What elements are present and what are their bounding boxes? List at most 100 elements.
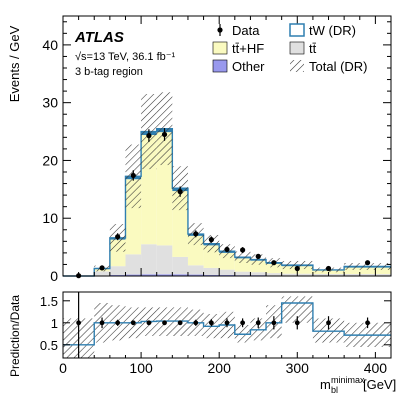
uncertainty-band-10 — [234, 251, 251, 263]
ratio-point-15 — [365, 320, 370, 326]
region-label: 3 b-tag region — [75, 66, 143, 78]
bar-tt-8 — [203, 267, 220, 275]
atlas-label: ATLAS — [74, 29, 124, 46]
bar-tt-5 — [156, 245, 173, 275]
bar-tt-7 — [187, 265, 204, 275]
legend-label-0: Data — [232, 23, 260, 38]
main-frame — [62, 15, 392, 277]
data-point-2 — [115, 234, 121, 240]
y-tick-label-40: 40 — [42, 37, 58, 53]
x-axis-label-sub: bl — [331, 385, 338, 395]
data-point-14 — [325, 265, 332, 272]
legend-swatch-3 — [289, 41, 305, 55]
data-point-7 — [193, 231, 199, 237]
bar-other-9 — [219, 274, 235, 276]
bar-other-3 — [125, 274, 142, 276]
x-tick-label-0: 0 — [59, 360, 67, 376]
ratio-point-13 — [294, 320, 300, 326]
data-point-8 — [208, 237, 214, 243]
uncertainty-band-13 — [281, 260, 313, 270]
ratio-point-5 — [162, 320, 167, 326]
legend-swatch-1 — [289, 23, 305, 37]
ratio-y-axis-label: Prediction/Data — [8, 295, 22, 377]
ratio-panel: 0 100 200 300 400 0.5 1 1.5 — [40, 291, 392, 376]
legend-swatch-total — [290, 60, 304, 72]
ratio-point-9 — [224, 320, 230, 326]
ratio-prediction-line — [63, 302, 391, 346]
bar-tt-15 — [344, 273, 391, 276]
ratio-point-1 — [99, 320, 105, 326]
bar-tt-12 — [266, 273, 282, 276]
legend: Data tW (DR) tt̄+HF tt̄ Other Total (DR) — [212, 23, 368, 74]
bar-other-5 — [156, 274, 173, 276]
ratio-point-7 — [193, 320, 199, 326]
data-point-6 — [177, 189, 183, 195]
legend-swatch-2 — [212, 41, 228, 55]
x-axis-label-main: m — [320, 377, 331, 392]
ratio-point-10 — [240, 320, 246, 326]
ratio-point-0 — [76, 320, 82, 326]
ratio-point-3 — [130, 320, 136, 326]
uncertainty-band-8 — [203, 234, 220, 253]
ratio-point-6 — [177, 320, 183, 326]
bar-tt-1 — [94, 271, 110, 276]
ratio-point-12 — [271, 320, 277, 326]
x-tick-label-100: 100 — [129, 360, 153, 376]
ratio-point-2 — [115, 320, 121, 326]
bar-tthf-15 — [344, 267, 391, 274]
bar-tt-11 — [250, 272, 267, 276]
ratio-point-14 — [326, 320, 331, 326]
y-axis-label: Events / GeV — [7, 25, 22, 102]
bar-tt-10 — [234, 271, 251, 276]
legend-label-2: tt̄+HF — [232, 41, 264, 56]
bar-tt-4 — [141, 244, 157, 275]
data-point-4 — [146, 133, 152, 139]
x-tick-label-300: 300 — [286, 360, 310, 376]
data-point-9 — [224, 246, 230, 253]
data-point-11 — [255, 253, 261, 259]
ratio-frame — [62, 291, 392, 359]
legend-label-4: Other — [232, 59, 265, 74]
bar-tt-9 — [219, 269, 235, 275]
ratio-y-tick-label-0.5: 0.5 — [40, 338, 58, 353]
ratio-y-tick-label-1: 1 — [51, 316, 58, 331]
x-axis-label: m minimax bl [GeV] — [320, 375, 396, 395]
legend-label-5: Total (DR) — [309, 59, 368, 74]
legend-label-3: tt̄ — [309, 41, 317, 56]
x-axis-label-sup: minimax — [331, 375, 365, 385]
bar-other-2 — [109, 274, 126, 276]
bar-tt-6 — [172, 256, 188, 275]
main-panel: 0 10 20 30 40 — [42, 15, 392, 284]
data-point-10 — [240, 247, 246, 253]
legend-swatch-4 — [212, 59, 228, 73]
legend-marker-data-dot — [217, 27, 223, 33]
bar-tthf-11 — [250, 260, 267, 273]
x-tick-label-200: 200 — [208, 360, 232, 376]
bar-other-6 — [172, 274, 188, 276]
y-tick-label-0: 0 — [50, 268, 58, 284]
ratio-y-tick-label-1.5: 1.5 — [40, 294, 58, 309]
uncertainty-band-15 — [344, 263, 391, 270]
bar-other-8 — [203, 274, 220, 276]
energy-lumi-label: √s=13 TeV, 36.1 fb⁻¹ — [75, 51, 176, 63]
legend-label-1: tW (DR) — [309, 23, 356, 38]
data-point-12 — [271, 260, 277, 266]
data-point-1 — [99, 265, 105, 271]
y-tick-label-30: 30 — [42, 95, 58, 111]
bar-tt-2 — [109, 266, 126, 275]
x-tick-label-400: 400 — [364, 360, 388, 376]
bar-other-4 — [141, 274, 157, 276]
bar-tthf-12 — [266, 263, 282, 274]
ratio-point-4 — [146, 320, 152, 326]
bar-other-7 — [187, 274, 204, 276]
data-point-3 — [130, 172, 136, 179]
uncertainty-band-11 — [250, 254, 267, 265]
bar-tt-3 — [125, 254, 142, 275]
data-point-15 — [364, 260, 371, 266]
ratio-point-11 — [255, 320, 261, 326]
ratio-point-8 — [208, 320, 214, 326]
data-point-5 — [161, 131, 168, 138]
y-tick-label-20: 20 — [42, 152, 58, 168]
y-tick-label-10: 10 — [42, 210, 58, 226]
